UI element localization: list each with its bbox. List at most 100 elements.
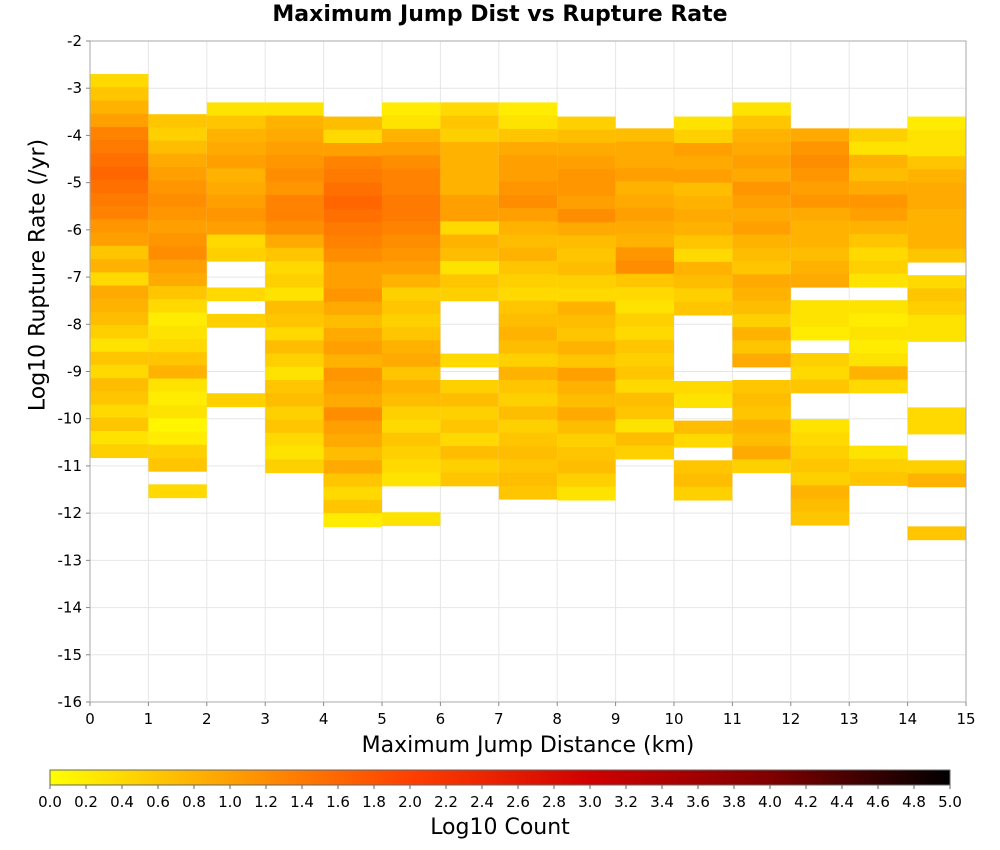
heatmap-cell — [440, 393, 499, 408]
heatmap-cell — [440, 247, 499, 262]
heatmap-cell — [498, 261, 558, 275]
colorbar-tick-label: 2.0 — [398, 793, 422, 811]
heatmap-cell — [323, 513, 382, 527]
heatmap-cell — [206, 168, 266, 183]
heatmap-cell — [849, 234, 908, 248]
heatmap-cell — [907, 248, 966, 263]
heatmap-cell — [674, 301, 733, 316]
heatmap-cell — [498, 181, 558, 196]
y-tick-label: -12 — [58, 504, 83, 522]
heatmap-cell — [323, 486, 382, 501]
heatmap-cell — [323, 314, 382, 329]
heatmap-cell — [557, 394, 616, 408]
heatmap-cell — [907, 328, 966, 342]
colorbar-tick-label: 1.0 — [218, 793, 242, 811]
heatmap-cell — [615, 313, 674, 328]
heatmap-cell — [907, 407, 966, 422]
heatmap-cell — [732, 419, 791, 434]
heatmap-cell — [615, 432, 674, 447]
heatmap-cell — [90, 444, 149, 459]
heatmap-cell — [265, 208, 324, 222]
heatmap-cell — [674, 433, 733, 448]
heatmap-cell — [557, 341, 616, 356]
heatmap-cell — [498, 168, 558, 183]
colorbar-tick-label: 2.6 — [506, 793, 530, 811]
heatmap-cell — [557, 314, 616, 329]
colorbar-tick-label: 2.8 — [542, 793, 566, 811]
heatmap-cell — [90, 404, 149, 419]
heatmap-cell — [90, 140, 149, 154]
heatmap-cell — [323, 433, 382, 448]
heatmap-cell — [557, 301, 616, 316]
heatmap-cell — [557, 129, 616, 144]
x-tick-label: 11 — [723, 710, 742, 728]
heatmap-cell — [557, 473, 616, 488]
heatmap-cell — [790, 485, 850, 500]
colorbar-tick-label: 5.0 — [938, 793, 962, 811]
colorbar-tick-label: 3.2 — [614, 793, 638, 811]
heatmap-cell — [265, 459, 324, 474]
heatmap-cell — [323, 275, 382, 290]
colorbar-tick-label: 1.2 — [254, 793, 278, 811]
heatmap-cell — [440, 194, 499, 209]
heatmap-cell — [382, 115, 441, 130]
heatmap-cell — [849, 445, 908, 460]
heatmap-cell — [849, 353, 908, 367]
x-tick-label: 0 — [85, 710, 95, 728]
y-tick-label: -8 — [67, 315, 82, 333]
heatmap-cell — [382, 142, 441, 156]
heatmap-cell — [849, 181, 908, 196]
heatmap-cell — [790, 247, 850, 262]
heatmap-cell — [90, 126, 149, 141]
heatmap-cell — [265, 340, 324, 355]
heatmap-cell — [440, 168, 499, 183]
heatmap-cell — [790, 313, 850, 328]
heatmap-cell — [440, 419, 499, 434]
heatmap-cell — [615, 379, 674, 394]
heatmap-cell — [732, 300, 791, 315]
x-axis-label: Maximum Jump Distance (km) — [361, 733, 695, 758]
heatmap-cell — [440, 142, 499, 156]
colorbar-tick-label: 0.6 — [146, 793, 170, 811]
heatmap-cell — [382, 128, 441, 143]
heatmap-cell — [382, 261, 441, 275]
heatmap-cell — [440, 379, 499, 394]
heatmap-cell — [206, 142, 266, 156]
heatmap-cell — [790, 220, 850, 235]
heatmap-cell — [148, 219, 207, 234]
heatmap-cell — [732, 261, 791, 275]
heatmap-cell — [382, 287, 441, 302]
heatmap-cell — [382, 194, 441, 209]
heatmap-cell — [557, 328, 616, 342]
heatmap-cell — [206, 128, 266, 143]
heatmap-cell — [674, 195, 733, 210]
heatmap-cell — [148, 114, 207, 129]
heatmap-cell — [732, 168, 791, 183]
heatmap-cell — [557, 420, 616, 435]
heatmap-cell — [498, 274, 558, 289]
heatmap-cell — [732, 353, 791, 368]
heatmap-cell — [557, 275, 616, 290]
colorbar-tick-label: 4.2 — [794, 793, 818, 811]
heatmap-cell — [148, 127, 207, 142]
heatmap-cell — [382, 102, 441, 117]
heatmap-cell — [615, 260, 674, 275]
heatmap-cell — [440, 102, 499, 117]
heatmap-cell — [907, 142, 966, 157]
heatmap-cell — [674, 156, 733, 171]
heatmap-cell — [732, 274, 791, 289]
heatmap-cell — [615, 234, 674, 248]
heatmap-cell — [323, 288, 382, 303]
heatmap-cell — [732, 247, 791, 262]
heatmap-cell — [907, 420, 966, 435]
heatmap-cell — [907, 169, 966, 184]
heatmap-cell — [732, 313, 791, 328]
heatmap-cell — [265, 261, 324, 275]
heatmap-cell — [323, 209, 382, 223]
heatmap-cell — [90, 285, 149, 300]
heatmap-cell — [498, 459, 558, 474]
heatmap-cell — [382, 234, 441, 249]
heatmap-cell — [382, 313, 441, 328]
heatmap-cell — [557, 261, 616, 276]
heatmap-cell — [557, 156, 616, 171]
